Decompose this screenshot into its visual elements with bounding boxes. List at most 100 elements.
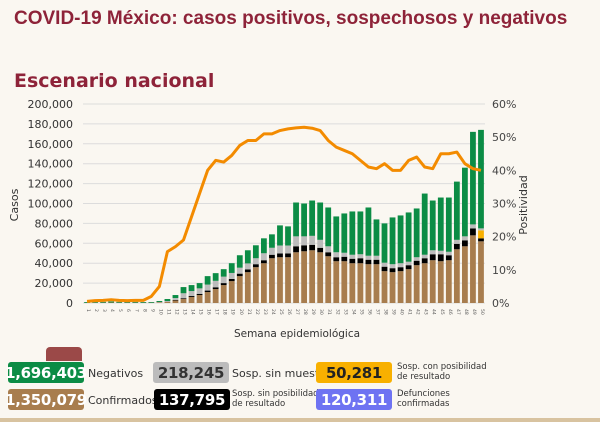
positivity-line: [86, 125, 482, 303]
bar-negativos: [180, 287, 187, 294]
x-tick-label: 44: [431, 309, 437, 315]
x-tick-label: 9: [149, 309, 155, 312]
bar-sin-muestra: [269, 247, 275, 255]
bar-sin-muestra: [421, 254, 428, 259]
bar-sin-posibilidad: [357, 258, 364, 264]
page-subtitle: Escenario nacional: [14, 70, 215, 92]
bar-sin-muestra: [204, 284, 211, 291]
government-logo: [44, 343, 84, 361]
bar-negativos: [92, 302, 98, 303]
sin-muestra-value: 218,245: [157, 363, 225, 382]
bar-negativos: [309, 200, 316, 236]
x-tick-label: 6: [125, 309, 131, 312]
y-tick-label: 140,000: [28, 158, 74, 171]
bar-sin-muestra: [325, 246, 332, 253]
bar-sin-posibilidad: [462, 240, 468, 247]
bar-confirmados: [220, 285, 227, 303]
bar-confirmados: [365, 264, 372, 303]
bar-sin-posibilidad: [341, 256, 348, 262]
x-tick-label: 11: [165, 309, 171, 315]
confirmados-value-box: 1,350,079: [5, 389, 87, 410]
bar-sin-posibilidad: [317, 247, 324, 253]
x-tick-label: 22: [254, 309, 260, 315]
negativos-label: Negativos: [88, 367, 144, 380]
x-tick-label: 39: [391, 309, 397, 315]
y-tick-label: 80,000: [35, 217, 74, 230]
x-tick-label: 10: [157, 309, 163, 315]
bar-sin-posibilidad: [261, 260, 267, 264]
bar-sin-posibilidad: [236, 273, 243, 277]
bar-sin-posibilidad: [309, 244, 316, 251]
x-tick-label: 27: [294, 309, 300, 315]
bar-confirmados: [204, 292, 211, 303]
y-tick-label: 160,000: [28, 138, 74, 151]
y-tick-label: 180,000: [28, 118, 74, 131]
x-tick-label: 49: [471, 309, 477, 315]
bar-negativos: [277, 225, 283, 246]
y-tick-label: 60,000: [35, 237, 74, 250]
sin-muestra-value-box: 218,245: [153, 362, 229, 383]
x-tick-label: 38: [383, 309, 389, 315]
bar-sin-muestra: [397, 263, 404, 268]
bar-sin-posibilidad: [445, 255, 452, 261]
bar-sin-muestra: [196, 288, 203, 294]
sin-posibilidad-value: 137,795: [158, 390, 226, 409]
sin-posibilidad-value-box: 137,795: [154, 389, 230, 410]
x-tick-label: 13: [182, 309, 188, 315]
bar-sin-posibilidad: [397, 267, 404, 272]
bar-sin-muestra: [405, 261, 412, 266]
bar-confirmados: [357, 263, 364, 303]
y2-tick-label: 50%: [492, 131, 516, 144]
bar-negativos: [116, 301, 123, 303]
bar-sin-muestra: [333, 252, 340, 258]
x-tick-label: 46: [447, 309, 453, 315]
bar-negativos: [285, 226, 291, 246]
bar-sin-muestra: [309, 235, 316, 245]
bar-negativos: [405, 212, 412, 262]
bar-sin-posibilidad: [349, 258, 356, 264]
bar-sin-muestra: [293, 236, 299, 247]
bar-confirmados: [349, 263, 356, 303]
bar-sin-muestra: [180, 293, 187, 299]
bar-sin-muestra: [470, 224, 476, 229]
bar-sin-muestra: [373, 255, 380, 260]
x-tick-label: 50: [479, 309, 485, 315]
x-tick-label: 41: [407, 309, 413, 315]
x-tick-label: 7: [133, 309, 139, 312]
x-tick-label: 20: [238, 309, 244, 315]
bar-negativos: [84, 302, 90, 303]
bar-sin-muestra: [365, 255, 372, 260]
bar-confirmados: [269, 258, 275, 303]
x-tick-label: 2: [93, 309, 99, 312]
bar-confirmados: [252, 267, 259, 303]
bar-sin-posibilidad: [244, 269, 251, 273]
bar-sin-muestra: [462, 236, 468, 241]
bar-negativos: [132, 301, 139, 303]
bar-negativos: [373, 219, 380, 256]
negativos-value: 1,696,403: [5, 363, 87, 382]
x-tick-label: 25: [278, 309, 284, 315]
bar-confirmados: [188, 297, 195, 303]
x-tick-label: 40: [399, 309, 405, 315]
x-axis-label: Semana epidemiológica: [234, 328, 360, 340]
bar-sin-posibilidad: [269, 254, 275, 259]
bar-sin-posibilidad: [421, 258, 428, 264]
y-tick-label: 0: [66, 297, 73, 310]
x-tick-label: 3: [101, 309, 107, 312]
x-tick-label: 1: [85, 309, 91, 312]
bar-sin-posibilidad: [429, 254, 436, 261]
bar-confirmados: [236, 276, 243, 303]
x-tick-label: 28: [302, 309, 308, 315]
bar-confirmados: [244, 272, 251, 303]
bar-confirmados: [453, 249, 460, 303]
bar-confirmados: [228, 281, 235, 303]
bar-confirmados: [405, 269, 412, 303]
bar-sin-muestra: [244, 263, 251, 270]
footer-bar: [0, 418, 600, 422]
x-tick-label: 48: [463, 309, 469, 315]
y2-tick-label: 30%: [492, 198, 516, 211]
bar-confirmados: [261, 263, 267, 303]
x-tick-label: 43: [423, 309, 429, 315]
negativos-value-box: 1,696,403: [5, 362, 87, 383]
bar-sin-muestra: [389, 264, 396, 269]
